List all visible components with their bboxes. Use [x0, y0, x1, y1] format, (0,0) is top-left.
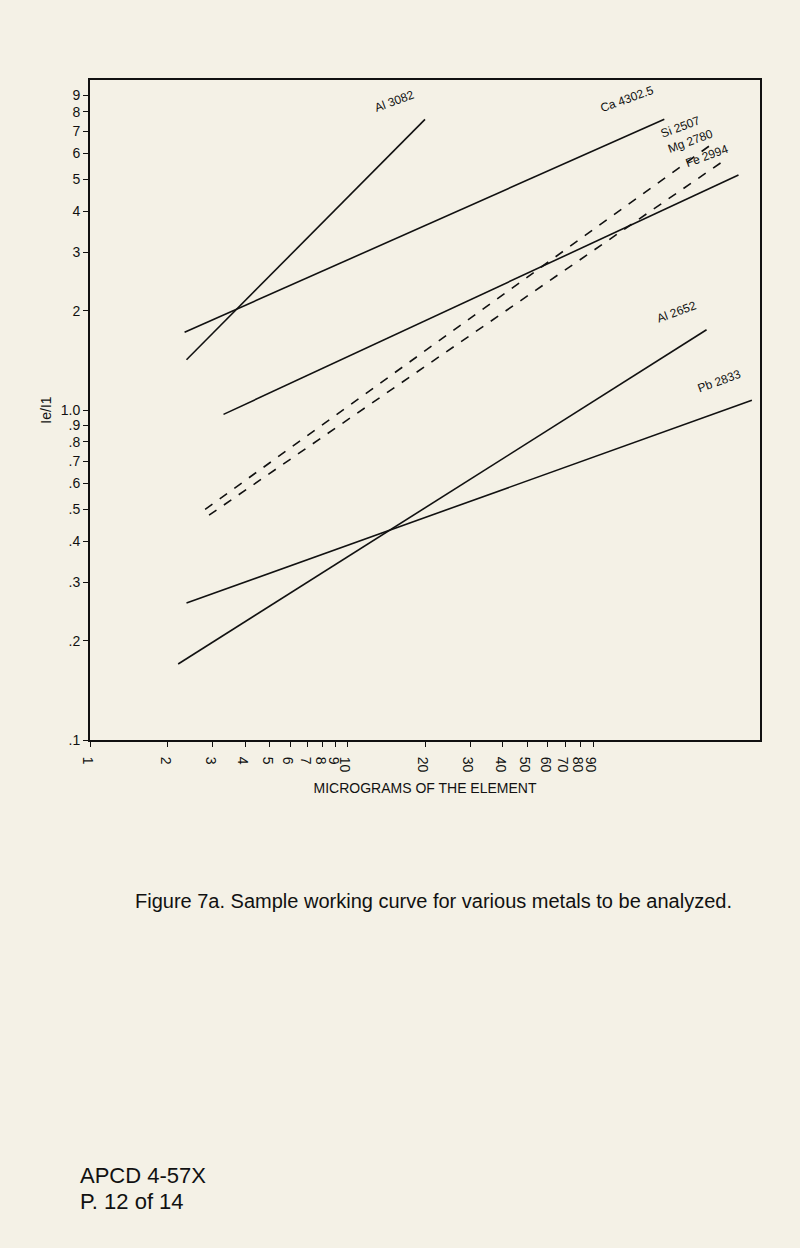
svg-text:9: 9: [326, 757, 342, 765]
svg-text:80: 80: [570, 757, 586, 773]
svg-text:8: 8: [72, 104, 80, 120]
svg-text:.1: .1: [69, 732, 81, 748]
svg-text:Al 2652: Al 2652: [655, 298, 698, 325]
html-text:Figure 7a. Sample working curv: Figure 7a. Sample working curve for vari…: [135, 890, 732, 912]
svg-text:9: 9: [72, 87, 80, 103]
svg-text:.5: .5: [69, 501, 81, 517]
svg-text:.3: .3: [69, 574, 81, 590]
html-text:APCD 4-57X: APCD 4-57X: [80, 1163, 206, 1188]
svg-text:Pb 2833: Pb 2833: [696, 367, 743, 396]
svg-text:7: 7: [298, 757, 314, 765]
svg-text:10: 10: [337, 757, 353, 773]
svg-text:5: 5: [260, 757, 276, 765]
svg-text:3: 3: [203, 757, 219, 765]
html-text:P. 12 of 14: P. 12 of 14: [80, 1189, 184, 1215]
svg-text:.2: .2: [69, 633, 81, 649]
svg-text:MICROGRAMS OF THE ELEMENT: MICROGRAMS OF THE ELEMENT: [314, 780, 537, 796]
svg-text:Al 3082: Al 3082: [373, 88, 416, 115]
svg-text:50: 50: [517, 757, 533, 773]
svg-text:2: 2: [72, 303, 80, 319]
svg-text:6: 6: [280, 757, 296, 765]
svg-text:.8: .8: [69, 434, 81, 450]
svg-text:Ie/I1: Ie/I1: [38, 396, 54, 423]
svg-text:.6: .6: [69, 475, 81, 491]
svg-text:1: 1: [80, 757, 96, 765]
svg-text:90: 90: [583, 757, 599, 773]
svg-text:20: 20: [415, 757, 431, 773]
svg-text:30: 30: [460, 757, 476, 773]
svg-text:5: 5: [72, 171, 80, 187]
svg-text:6: 6: [72, 145, 80, 161]
svg-text:70: 70: [555, 757, 571, 773]
svg-text:.9: .9: [69, 417, 81, 433]
svg-text:3: 3: [72, 244, 80, 260]
svg-text:40: 40: [493, 757, 509, 773]
svg-text:Ca 4302.5: Ca 4302.5: [598, 83, 655, 115]
svg-text:7: 7: [72, 123, 80, 139]
svg-text:60: 60: [538, 757, 554, 773]
svg-text:4: 4: [72, 203, 80, 219]
svg-text:4: 4: [235, 757, 251, 765]
svg-text:Fe 2994: Fe 2994: [684, 142, 730, 170]
svg-text:1.0: 1.0: [61, 402, 81, 418]
svg-text:Si 2507: Si 2507: [659, 113, 702, 140]
svg-text:2: 2: [158, 757, 174, 765]
svg-text:8: 8: [313, 757, 329, 765]
svg-text:Mg 2780: Mg 2780: [666, 127, 715, 156]
svg-text:.7: .7: [69, 453, 81, 469]
svg-text:.4: .4: [69, 533, 81, 549]
